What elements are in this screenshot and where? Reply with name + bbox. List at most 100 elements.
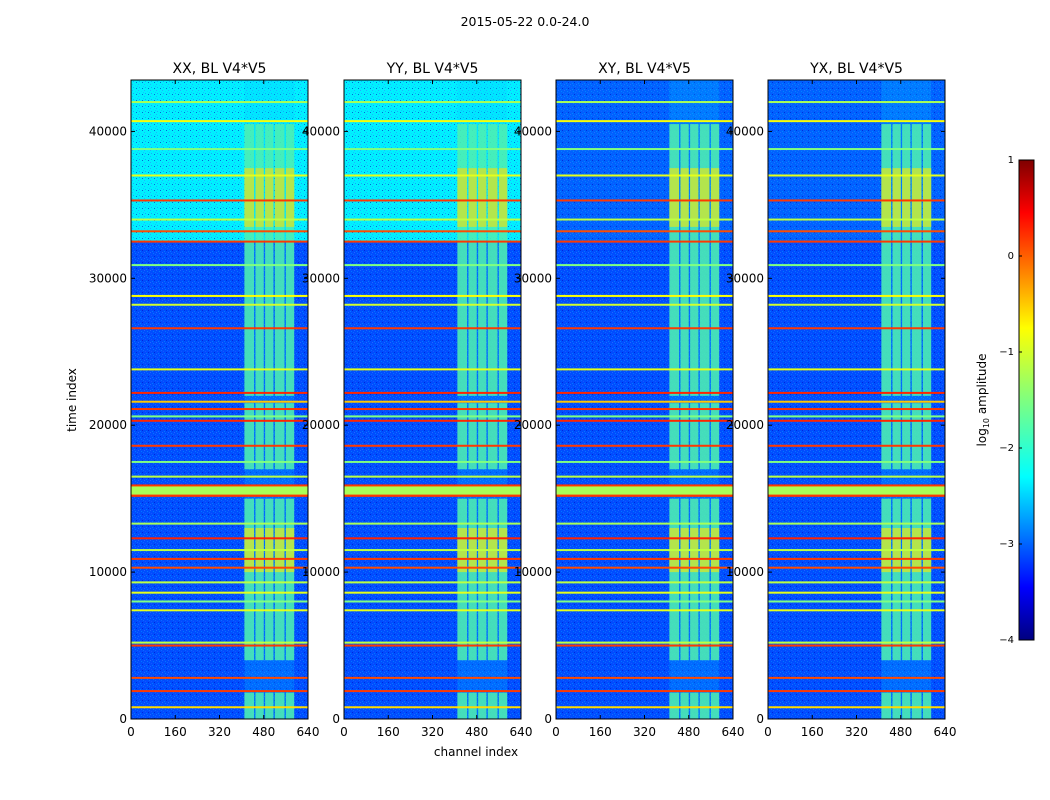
rfi-band xyxy=(881,80,932,719)
flag-line xyxy=(344,303,521,306)
x-tick-label: 0 xyxy=(127,725,135,739)
x-tick-label: 480 xyxy=(465,725,488,739)
broad-flag-band xyxy=(131,485,308,496)
flag-line xyxy=(344,487,521,490)
heatmap-image xyxy=(768,80,945,719)
heatmap-image xyxy=(344,80,521,719)
flag-line xyxy=(131,591,308,594)
rfi-column-strong xyxy=(669,168,680,227)
rfi-column xyxy=(244,692,255,719)
rfi-column xyxy=(911,498,922,661)
flag-line xyxy=(131,475,308,478)
rfi-column xyxy=(892,124,901,396)
y-tick-label: 0 xyxy=(544,712,552,726)
flag-line xyxy=(556,591,733,594)
x-tick-label: 480 xyxy=(252,725,275,739)
flag-line xyxy=(556,557,733,560)
rfi-column xyxy=(680,124,689,396)
rfi-column xyxy=(468,692,477,719)
rfi-column xyxy=(498,403,508,470)
colorbar-label: log10 amplitude xyxy=(975,354,991,447)
rfi-column xyxy=(881,124,892,396)
rfi-column xyxy=(274,403,285,470)
flag-line xyxy=(556,327,733,330)
rfi-column xyxy=(498,124,508,396)
flag-line xyxy=(131,174,308,177)
rfi-column-strong xyxy=(265,168,274,227)
flag-line xyxy=(556,400,733,403)
rfi-column xyxy=(699,692,710,719)
flag-line xyxy=(131,230,308,233)
rfi-column xyxy=(690,498,699,661)
rfi-column xyxy=(487,692,498,719)
panel-yx: YX, BL V4*V5 0 160 320 480 640 0 10000 20000 3000… xyxy=(726,61,957,739)
rfi-column-strong xyxy=(498,168,508,227)
flag-line xyxy=(344,609,521,612)
flag-line xyxy=(768,400,945,403)
flag-line xyxy=(556,644,733,647)
rfi-column xyxy=(457,124,468,396)
flag-line xyxy=(344,475,521,478)
flag-line xyxy=(556,475,733,478)
flag-line xyxy=(344,294,521,297)
rfi-column xyxy=(690,403,699,470)
rfi-column xyxy=(892,692,901,719)
rfi-column xyxy=(892,498,901,661)
flag-line xyxy=(556,415,733,418)
x-tick-label: 160 xyxy=(164,725,187,739)
rfi-column xyxy=(922,498,932,661)
flag-line xyxy=(344,444,521,447)
flag-line xyxy=(131,218,308,221)
flag-line xyxy=(768,148,945,151)
x-tick-label: 320 xyxy=(845,725,868,739)
rfi-column xyxy=(285,692,295,719)
flag-line xyxy=(344,240,521,243)
flag-line xyxy=(556,199,733,202)
rfi-column xyxy=(710,498,720,661)
flag-line xyxy=(768,690,945,693)
rfi-column xyxy=(255,498,264,661)
flag-line xyxy=(556,706,733,709)
rfi-column xyxy=(902,403,911,470)
flag-line xyxy=(768,444,945,447)
flag-line xyxy=(344,368,521,371)
broad-flag-band xyxy=(556,485,733,496)
rfi-column xyxy=(892,403,901,470)
broad-flag-band-edge xyxy=(556,484,733,487)
flag-line xyxy=(768,494,945,497)
flag-line xyxy=(556,294,733,297)
rfi-column xyxy=(255,692,264,719)
rfi-column xyxy=(265,403,274,470)
flag-line xyxy=(556,537,733,540)
rfi-column xyxy=(285,403,295,470)
rfi-column xyxy=(922,692,932,719)
flag-line xyxy=(768,549,945,552)
x-tick-label: 640 xyxy=(722,725,745,739)
flag-line xyxy=(344,460,521,463)
rfi-column xyxy=(881,498,892,661)
y-tick-label: 10000 xyxy=(89,565,127,579)
rfi-column-strong xyxy=(690,168,699,227)
y-tick-label: 30000 xyxy=(302,271,340,285)
rfi-column xyxy=(457,692,468,719)
flag-line xyxy=(556,460,733,463)
flag-line xyxy=(344,494,521,497)
flag-line xyxy=(768,644,945,647)
rfi-column-strong xyxy=(244,168,255,227)
rfi-column xyxy=(265,692,274,719)
flag-line xyxy=(768,566,945,569)
flag-line xyxy=(556,444,733,447)
y-tick-label: 10000 xyxy=(514,565,552,579)
flag-line xyxy=(556,368,733,371)
rfi-column xyxy=(457,403,468,470)
flag-line xyxy=(344,706,521,709)
rfi-column-strong xyxy=(274,168,285,227)
flag-line xyxy=(344,264,521,267)
flag-line xyxy=(131,303,308,306)
rfi-column xyxy=(902,498,911,661)
x-tick-label: 0 xyxy=(764,725,772,739)
broad-flag-band xyxy=(768,485,945,496)
flag-line xyxy=(768,415,945,418)
flag-line xyxy=(768,240,945,243)
y-tick-label: 20000 xyxy=(514,418,552,432)
